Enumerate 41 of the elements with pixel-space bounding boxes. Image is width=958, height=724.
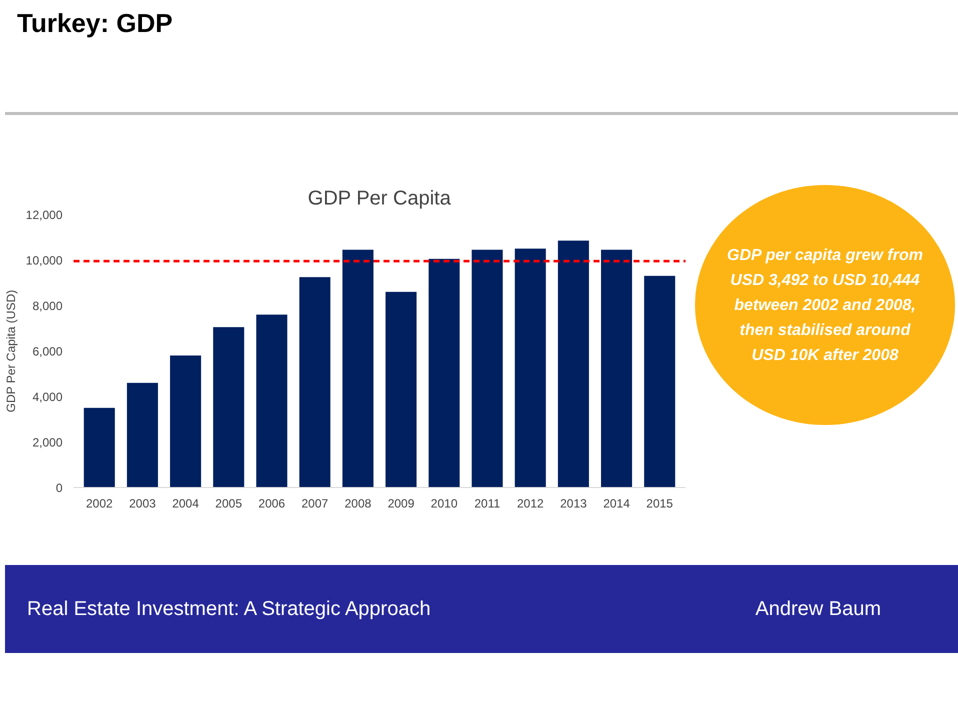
chart-title: GDP Per Capita bbox=[308, 188, 452, 210]
y-tick-label: 12,000 bbox=[26, 208, 63, 222]
x-tick-label: 2011 bbox=[474, 496, 500, 510]
x-tick-label: 2012 bbox=[516, 496, 544, 510]
bar bbox=[514, 248, 546, 488]
bar bbox=[428, 258, 460, 488]
y-axis-title: GDP Per Capita (USD) bbox=[4, 290, 18, 412]
text: Turkey: GDP bbox=[16, 7, 174, 40]
bar bbox=[170, 356, 202, 488]
x-tick-label: 2004 bbox=[172, 496, 200, 510]
text: GDP per capita grew from USD 3,492 to USD 10,444 between 2002 and 2008, then stabilised around USD 10K after 2008 bbox=[695, 185, 955, 425]
bar bbox=[558, 240, 589, 488]
x-tick-label: 2003 bbox=[129, 496, 156, 510]
x-tick-label: 2006 bbox=[258, 496, 286, 510]
y-tick-label: 0 bbox=[56, 481, 63, 495]
y-tick-label: 10,000 bbox=[26, 254, 63, 268]
x-tick-label: 2002 bbox=[86, 496, 114, 510]
text: Real Estate Investment: A Strategic Approach bbox=[27, 597, 431, 622]
bar bbox=[601, 250, 632, 488]
x-tick-label: 2013 bbox=[560, 496, 588, 510]
x-tick-label: 2010 bbox=[430, 496, 458, 510]
y-tick-label: 2,000 bbox=[32, 436, 63, 450]
bar bbox=[126, 382, 158, 488]
x-tick-label: 2008 bbox=[344, 496, 372, 510]
x-tick-label: 2015 bbox=[646, 496, 674, 510]
bar bbox=[256, 314, 288, 488]
bar bbox=[299, 277, 330, 488]
bar bbox=[644, 276, 676, 488]
y-tick-label: 8,000 bbox=[32, 299, 63, 313]
y-tick-label: 4,000 bbox=[32, 390, 63, 404]
y-tick-label: 6,000 bbox=[32, 344, 63, 358]
x-tick-label: 2005 bbox=[215, 496, 242, 510]
bar bbox=[472, 250, 503, 488]
text: Andrew Baum bbox=[755, 597, 881, 622]
bar bbox=[213, 327, 244, 488]
bar bbox=[386, 292, 417, 488]
x-tick-label: 2009 bbox=[388, 496, 415, 510]
x-tick-label: 2007 bbox=[302, 496, 329, 510]
bar bbox=[342, 250, 374, 488]
x-tick-label: 2014 bbox=[603, 496, 630, 510]
bar bbox=[84, 408, 115, 488]
